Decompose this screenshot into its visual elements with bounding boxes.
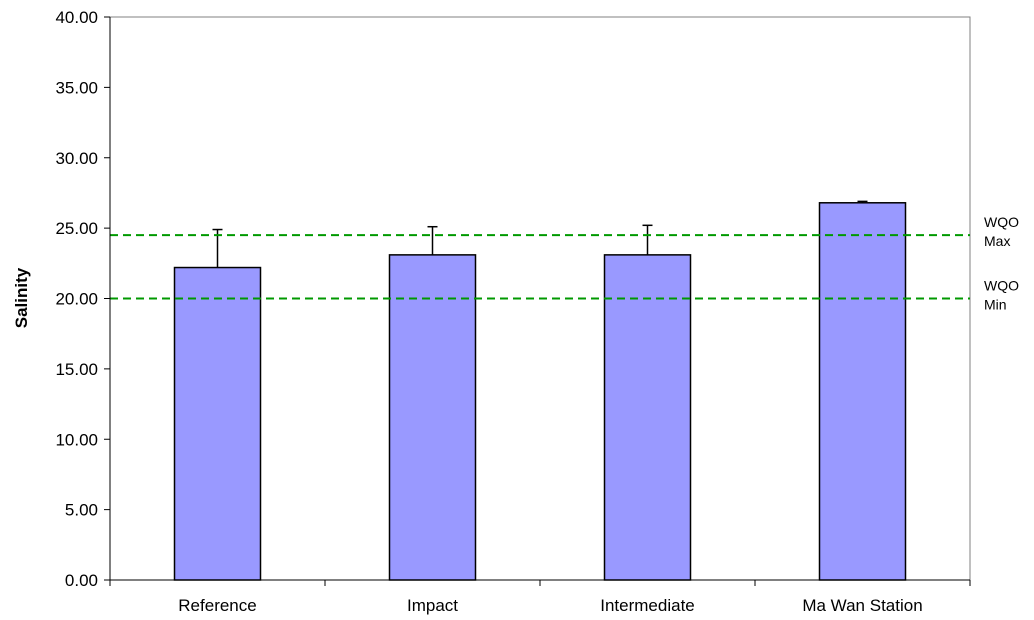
y-tick-label: 40.00 — [55, 8, 98, 27]
error-bars-layer — [212, 200, 868, 268]
y-tick-label: 10.00 — [55, 430, 98, 449]
y-ticks-layer: 0.00 5.00 10.00 15.00 20.00 25.00 30.00 35.00 40… — [55, 8, 110, 590]
reference-label-top: WQO — [984, 214, 1019, 230]
reference-label-bottom: Max — [984, 233, 1010, 249]
reference-lines-layer: WQO Max WQO Min — [110, 214, 1019, 313]
bar-impact — [388, 254, 477, 581]
x-tick-label: Intermediate — [600, 596, 695, 615]
x-tick-label: Ma Wan Station — [802, 596, 922, 615]
x-tick-label: Reference — [178, 596, 256, 615]
y-tick-label: 0.00 — [65, 571, 98, 590]
reference-label-top: WQO — [984, 278, 1019, 294]
y-tick-label: 30.00 — [55, 149, 98, 168]
y-tick-label: 20.00 — [55, 290, 98, 309]
y-tick-label: 25.00 — [55, 219, 98, 238]
bar-reference — [173, 266, 262, 581]
y-tick-label: 35.00 — [55, 78, 98, 97]
y-tick-label: 5.00 — [65, 501, 98, 520]
bar-intermediate — [603, 254, 692, 581]
y-axis-title: Salinity — [12, 267, 31, 328]
x-ticks-layer: Reference Impact Intermediate Ma Wan Statio… — [109, 580, 971, 615]
x-tick-label: Impact — [407, 596, 458, 615]
reference-label-bottom: Min — [984, 297, 1007, 313]
y-tick-label: 15.00 — [55, 360, 98, 379]
bar-ma-wan-station — [818, 202, 907, 581]
